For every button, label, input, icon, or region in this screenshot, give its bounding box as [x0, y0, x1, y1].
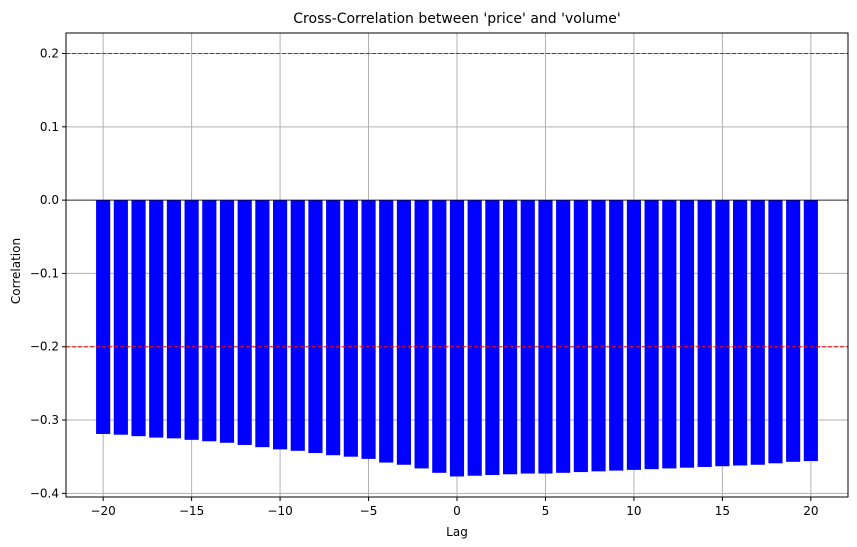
bar-lag--10	[273, 200, 288, 450]
bar-lag-17	[750, 200, 765, 465]
bar-lag-11	[644, 200, 659, 470]
bar-lag-16	[733, 200, 748, 466]
x-tick-label: 20	[803, 504, 818, 518]
reference-lines	[66, 53, 848, 348]
bar-lag--16	[166, 200, 181, 439]
chart-title: Cross-Correlation between 'price' and 'v…	[293, 11, 620, 27]
x-tick-label: 15	[715, 504, 730, 518]
bar-lag--6	[343, 200, 358, 457]
bar-lag-3	[503, 200, 518, 475]
bar-lag--13	[219, 200, 235, 443]
bar-lag-8	[591, 200, 606, 472]
y-tick-label: −0.2	[30, 340, 59, 354]
bar-lag--18	[131, 200, 146, 437]
bar-lag-10	[626, 200, 641, 470]
y-tick-label: −0.4	[30, 486, 59, 500]
y-tick-label: 0.1	[40, 120, 59, 134]
y-tick-label: −0.1	[30, 266, 59, 280]
x-axis-label: Lag	[446, 525, 468, 539]
x-tick-label: −20	[90, 504, 115, 518]
bar-lag--1	[432, 200, 447, 473]
bar-lag--8	[308, 200, 323, 454]
bar-lag--2	[414, 200, 429, 469]
bar-lag--17	[149, 200, 164, 438]
bar-lag-15	[715, 200, 730, 467]
bar-lag-19	[786, 200, 801, 462]
y-tick-label: 0.2	[40, 47, 59, 61]
bar-lag--12	[237, 200, 252, 445]
x-tick-label: −10	[267, 504, 292, 518]
x-tick-label: 0	[453, 504, 461, 518]
bar-lag--4	[379, 200, 394, 463]
bar-lag-2	[485, 200, 500, 476]
bar-lag-6	[556, 200, 571, 473]
x-tick-label: 10	[626, 504, 641, 518]
bar-lag-12	[662, 200, 677, 469]
bar-lag-13	[679, 200, 695, 468]
bars	[96, 200, 818, 477]
x-tick-label: −15	[179, 504, 204, 518]
bar-lag-7	[573, 200, 588, 473]
bar-lag-0	[449, 200, 465, 477]
axis-ticks: −20 −15 −10 −5 0 5 10 15 20 −0.4 −0.3 −0.2 −0.1 0.0 0.…	[30, 47, 819, 518]
y-tick-label: 0.0	[40, 193, 59, 207]
x-tick-label: −5	[360, 504, 378, 518]
bar-lag-5	[538, 200, 553, 474]
bar-lag--9	[290, 200, 305, 451]
bar-lag-4	[520, 200, 535, 474]
y-axis-label: Correlation	[9, 238, 23, 304]
y-tick-label: −0.3	[30, 413, 59, 427]
bar-lag--14	[202, 200, 217, 442]
bar-lag-14	[697, 200, 712, 467]
bar-lag-20	[803, 200, 818, 462]
bar-lag--19	[113, 200, 128, 435]
bar-lag-18	[768, 200, 783, 464]
bar-lag--20	[96, 200, 111, 434]
bar-lag--15	[184, 200, 199, 440]
bar-lag--7	[326, 200, 341, 456]
bar-lag--11	[255, 200, 270, 448]
bar-lag--5	[361, 200, 376, 459]
x-tick-label: 5	[542, 504, 550, 518]
bar-lag-1	[467, 200, 482, 476]
bar-lag-9	[609, 200, 624, 471]
bar-lag--3	[396, 200, 411, 465]
